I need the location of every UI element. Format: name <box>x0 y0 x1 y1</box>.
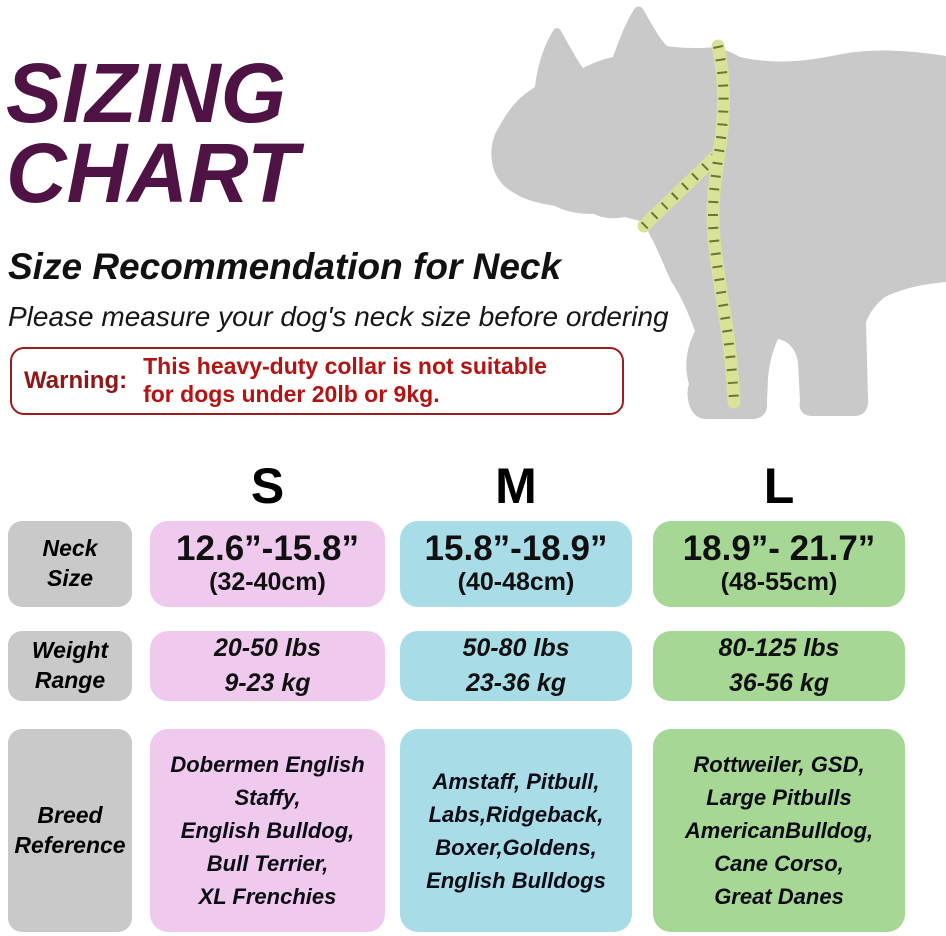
cell-breeds-l: Rottweiler, GSD, Large Pitbulls American… <box>653 729 905 932</box>
neck-inches-l: 18.9”- 21.7” <box>682 529 876 569</box>
cell-neck-size-m: 15.8”-18.9” (40-48cm) <box>400 521 632 607</box>
column-header-l: L <box>763 458 795 514</box>
neck-inches-s: 12.6”-15.8” <box>176 529 359 569</box>
breed-line: Dobermen English <box>170 752 365 777</box>
breed-line: Boxer,Goldens, <box>435 834 597 860</box>
breed-line: Amstaff, Pitbull, <box>432 768 600 794</box>
cell-breeds-s: Dobermen English Staffy, English Bulldog… <box>150 729 385 932</box>
warning-text: This heavy-duty collar is not suitable f… <box>143 353 547 408</box>
breed-line: XL Frenchies <box>198 884 337 909</box>
warning-text-line-2: for dogs under 20lb or 9kg. <box>143 381 440 407</box>
neck-inches-m: 15.8”-18.9” <box>424 529 608 569</box>
warning-box: Warning: This heavy-duty collar is not s… <box>10 347 624 415</box>
cell-neck-size-l: 18.9”- 21.7” (48-55cm) <box>653 521 905 607</box>
weight-kg-l: 36-56 kg <box>728 669 830 697</box>
breed-line: Large Pitbulls <box>706 785 852 810</box>
breed-line: Cane Corso, <box>714 851 844 876</box>
row-label-line: Range <box>34 667 106 693</box>
warning-label: Warning: <box>24 367 128 394</box>
row-label-line: Weight <box>31 637 109 664</box>
breed-line: Rottweiler, GSD, <box>693 752 865 777</box>
column-header-s: S <box>250 458 285 514</box>
breed-line: Labs,Ridgeback, <box>428 801 604 827</box>
breed-line: AmericanBulldog, <box>684 818 874 843</box>
weight-lbs-m: 50-80 lbs <box>462 634 570 662</box>
cell-weight-s: 20-50 lbs 9-23 kg <box>150 631 385 701</box>
measure-note: Please measure your dog's neck size befo… <box>8 301 669 332</box>
dog-silhouette-icon <box>491 6 946 419</box>
subtitle: Size Recommendation for Neck <box>8 246 562 287</box>
column-header-m: M <box>495 458 537 514</box>
weight-kg-s: 9-23 kg <box>224 669 311 697</box>
cell-weight-m: 50-80 lbs 23-36 kg <box>400 631 632 701</box>
neck-cm-m: (40-48cm) <box>457 567 575 596</box>
row-label-line: Reference <box>14 831 126 858</box>
row-label-weight-range: Weight Range <box>8 631 132 701</box>
warning-text-line-1: This heavy-duty collar is not suitable <box>143 353 547 380</box>
cell-breeds-m: Amstaff, Pitbull, Labs,Ridgeback, Boxer,… <box>400 729 632 932</box>
dog-illustration <box>476 0 946 436</box>
breed-line: English Bulldog, <box>180 818 355 843</box>
neck-cm-s: (32-40cm) <box>209 567 326 596</box>
row-label-line: Neck <box>42 535 98 562</box>
page-title-line-1: SIZING <box>6 46 287 140</box>
neck-cm-l: (48-55cm) <box>720 567 838 596</box>
cell-weight-l: 80-125 lbs 36-56 kg <box>653 631 905 701</box>
breed-line: English Bulldogs <box>426 867 606 893</box>
row-label-line: Size <box>46 565 94 591</box>
breed-line: Staffy, <box>234 785 301 810</box>
row-label-line: Breed <box>37 801 103 828</box>
measuring-tape-branch <box>637 149 723 233</box>
page-title-line-2: CHART <box>6 125 299 220</box>
breed-line: Bull Terrier, <box>206 851 329 876</box>
breed-line: Great Danes <box>714 884 844 909</box>
cell-neck-size-s: 12.6”-15.8” (32-40cm) <box>150 521 385 607</box>
measuring-tape-strip <box>706 39 741 409</box>
weight-lbs-s: 20-50 lbs <box>213 634 321 662</box>
page-title: SIZING CHART <box>6 46 299 220</box>
row-label-breed-reference: Breed Reference <box>8 729 132 932</box>
row-label-neck-size: Neck Size <box>8 521 132 607</box>
weight-lbs-l: 80-125 lbs <box>718 634 840 662</box>
weight-kg-m: 23-36 kg <box>465 669 567 697</box>
